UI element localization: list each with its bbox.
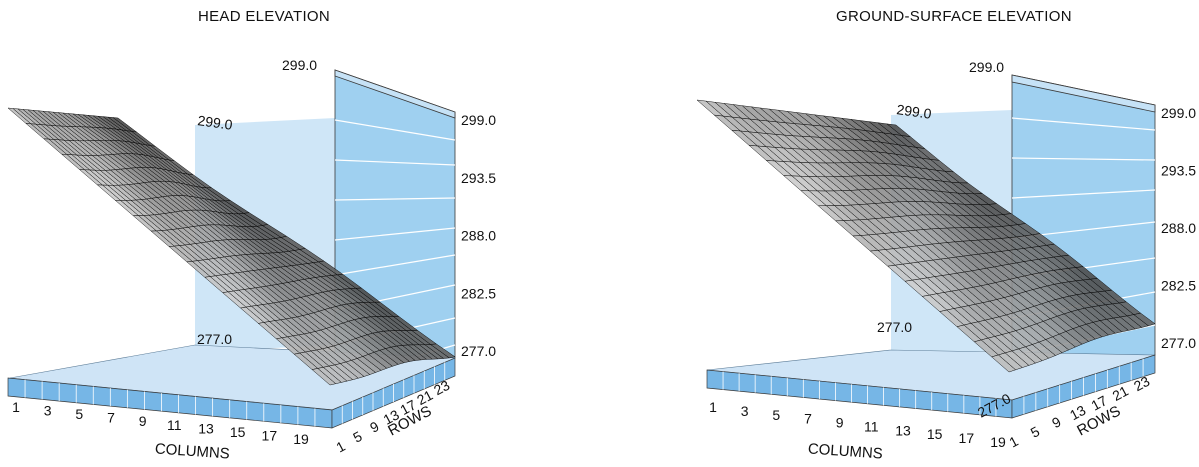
z-back-top-label: 299.0 — [969, 59, 1004, 75]
column-tick-label: 1 — [709, 399, 717, 415]
row-tick-label: 17 — [397, 396, 418, 418]
chart-title: HEAD ELEVATION — [198, 8, 331, 25]
z-tick-label: 299.0 — [461, 112, 496, 128]
column-tick-label: 19 — [990, 434, 1006, 450]
z-tick-label: 293.5 — [461, 170, 496, 186]
column-tick-label: 5 — [75, 406, 83, 422]
wall-contour-line — [1011, 189, 1156, 199]
surface-cell — [1133, 312, 1156, 327]
column-tick-label: 5 — [772, 407, 780, 423]
z-tick-label: 288.0 — [1161, 220, 1196, 236]
row-tick-label: 5 — [350, 428, 365, 446]
head-elevation-chart: 1 3 5 7 9 11 13 15 17 19 159 13172123COLUMNSROWS277… — [7, 57, 496, 463]
row-tick-label: 21 — [414, 387, 435, 409]
z-back-top-label: 299.0 — [282, 57, 317, 73]
column-tick-label: 3 — [741, 403, 749, 419]
row-tick-label: 5 — [1028, 423, 1043, 441]
column-tick-label: 13 — [895, 422, 911, 438]
wall-contour-line — [1011, 117, 1156, 131]
column-tick-label: 13 — [198, 420, 214, 436]
z-corner-label: 299.0 — [197, 112, 234, 133]
row-tick-label: 13 — [381, 406, 402, 428]
z-tick-label: 277.0 — [461, 343, 496, 359]
wall-contour-line — [334, 254, 456, 276]
wall-contour-line — [334, 197, 456, 201]
surface-cell — [429, 343, 456, 359]
z-tick-label: 299.0 — [1161, 105, 1196, 121]
ground-surface-elevation-panel: GROUND-SURFACE ELEVATION 1 3 5 7 9 11 13 15 17 19… — [599, 0, 1199, 467]
wall-contour-line — [1011, 157, 1156, 161]
row-tick-label: 23 — [431, 377, 452, 399]
row-tick-label: 1 — [333, 438, 348, 456]
z-tick-label: 282.5 — [1161, 278, 1196, 294]
z-tick-label: 277.0 — [1161, 335, 1196, 351]
x-axis-title: COLUMNS — [154, 440, 230, 462]
column-tick-label: 3 — [44, 403, 52, 419]
column-tick-label: 11 — [864, 418, 879, 434]
z-tick-label: 293.5 — [1161, 163, 1196, 179]
row-tick-label: 21 — [1110, 382, 1131, 404]
z-corner-label: 299.0 — [896, 101, 933, 122]
right-wall-top — [1011, 74, 1156, 113]
z-tick-label: 282.5 — [461, 285, 496, 301]
column-tick-label: 19 — [293, 431, 309, 447]
z-back-bottom-label: 277.0 — [197, 331, 232, 347]
z-back-bottom-label: 277.0 — [877, 319, 912, 335]
x-axis-title: COLUMNS — [807, 440, 883, 462]
column-tick-label: 7 — [804, 411, 812, 427]
row-tick-label: 13 — [1067, 402, 1088, 424]
column-tick-label: 11 — [167, 417, 182, 433]
wall-contour-line — [334, 119, 456, 141]
row-tick-label: 9 — [367, 418, 382, 436]
row-tick-label: 9 — [1049, 413, 1064, 431]
chart-title: GROUND-SURFACE ELEVATION — [836, 8, 1072, 25]
column-tick-label: 15 — [230, 424, 246, 440]
ground-surface-elevation-chart: 1 3 5 7 9 11 13 15 17 19 159 13 17 21 23COLUMNSROWS277… — [696, 59, 1196, 463]
right-wall-top — [334, 69, 456, 119]
column-tick-label: 15 — [927, 426, 943, 442]
column-tick-label: 17 — [262, 427, 278, 443]
z-tick-label: 288.0 — [461, 228, 496, 244]
column-tick-label: 9 — [836, 415, 844, 431]
row-tick-label: 17 — [1088, 392, 1109, 414]
column-tick-label: 1 — [12, 399, 20, 415]
wall-contour-line — [334, 159, 456, 166]
head-elevation-panel: HEAD ELEVATION 1 3 5 7 9 11 13 15 17 19 1 5 9 13 17 21 2… — [7, 8, 496, 463]
column-tick-label: 7 — [107, 410, 115, 426]
column-tick-label: 17 — [959, 430, 975, 446]
column-tick-label: 9 — [139, 413, 147, 429]
wall-contour-line — [334, 227, 456, 241]
row-tick-label: 1 — [1006, 433, 1021, 451]
row-tick-label: 23 — [1131, 373, 1152, 395]
